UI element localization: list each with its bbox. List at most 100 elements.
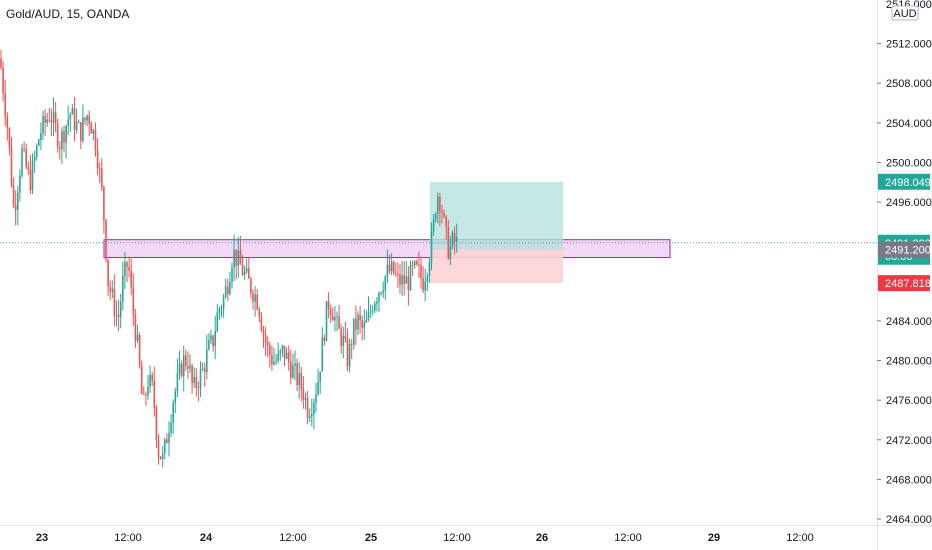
candle-up	[69, 114, 72, 120]
candle-up	[243, 271, 246, 275]
candle-up	[119, 301, 122, 318]
candle-down	[422, 278, 424, 291]
candle-down	[443, 212, 445, 217]
candle-down	[241, 264, 244, 275]
candle-up	[149, 374, 151, 387]
candle-up	[208, 340, 210, 350]
candle-up	[348, 343, 351, 367]
candle-down	[191, 365, 193, 383]
candle-up	[201, 368, 204, 370]
candle-up	[378, 293, 380, 302]
candle-up	[279, 350, 282, 354]
candle-down	[143, 393, 145, 395]
candle-down	[113, 288, 116, 316]
candle-down	[0, 58, 2, 68]
candle-down	[128, 266, 130, 272]
candle-up	[233, 249, 235, 268]
candle-up	[222, 297, 225, 309]
price-tick-label: 2480.000	[886, 356, 932, 368]
candle-up	[376, 301, 378, 304]
candle-down	[355, 318, 357, 330]
candle-down	[4, 93, 6, 117]
candle-down	[399, 274, 401, 285]
price-tick-label: 2512.000	[886, 39, 932, 51]
currency-badge[interactable]	[891, 5, 919, 21]
candle-up	[336, 316, 338, 318]
candle-up	[374, 303, 376, 311]
position-stop-zone[interactable]	[430, 249, 563, 284]
price-tick-label: 2496.000	[886, 197, 932, 209]
candle-down	[258, 309, 261, 318]
candle-down	[185, 355, 187, 366]
candle-up	[245, 268, 248, 272]
candle-up	[319, 371, 321, 383]
candle-up	[342, 335, 345, 346]
candle-up	[365, 319, 368, 323]
candle-up	[199, 369, 202, 389]
candle-up	[224, 286, 227, 298]
candle-down	[252, 293, 254, 302]
candle-up	[390, 261, 393, 272]
candle-up	[71, 108, 74, 115]
candle-up	[218, 309, 221, 313]
candle-up	[386, 264, 389, 277]
candle-up	[432, 219, 435, 232]
candle-down	[73, 108, 76, 131]
candle-up	[367, 312, 370, 320]
candle-up	[210, 335, 212, 341]
candle-down	[453, 232, 456, 242]
time-axis-label: 25	[365, 532, 377, 544]
candle-up	[413, 261, 416, 266]
candle-up	[380, 292, 382, 294]
candle-up	[61, 131, 63, 149]
candle-up	[304, 398, 307, 400]
price-tick-label: 2504.000	[886, 118, 932, 130]
candle-up	[92, 130, 95, 134]
candle-down	[157, 440, 160, 457]
candle-up	[231, 267, 233, 282]
candle-down	[416, 261, 418, 265]
candle-down	[227, 286, 229, 294]
candle-down	[94, 130, 97, 151]
symbol-title: Gold/AUD, 15, OANDA	[6, 7, 130, 21]
candle-down	[59, 147, 61, 149]
candle-up	[86, 115, 88, 121]
candle-down	[359, 314, 361, 321]
candle-up	[294, 363, 296, 366]
candle-up	[147, 386, 149, 396]
candle-up	[384, 276, 387, 291]
candle-down	[151, 374, 153, 381]
candle-up	[111, 288, 114, 292]
candle-up	[164, 439, 166, 454]
candle-down	[54, 112, 57, 124]
candle-up	[19, 175, 21, 193]
candle-up	[298, 373, 300, 386]
candle-down	[166, 439, 168, 443]
candle-down	[84, 117, 86, 121]
candle-down	[155, 407, 158, 441]
candle-down	[126, 262, 128, 267]
candle-up	[451, 232, 454, 247]
candle-down	[2, 67, 4, 94]
price-tick-label: 2464.000	[886, 514, 932, 526]
stop-price-badge-label: 2487.818	[885, 278, 931, 290]
candle-up	[334, 317, 336, 321]
candle-up	[229, 281, 231, 294]
candle-up	[176, 373, 179, 392]
candle-down	[145, 394, 147, 396]
candle-down	[346, 339, 349, 367]
candle-down	[420, 264, 422, 279]
candle-down	[90, 123, 93, 134]
candle-up	[285, 352, 288, 359]
price-tick-label: 2472.000	[886, 435, 932, 447]
candle-down	[138, 335, 141, 366]
candle-down	[306, 398, 309, 419]
candle-up	[124, 262, 126, 277]
candle-up	[172, 403, 174, 423]
candle-down	[48, 119, 51, 121]
candle-down	[134, 314, 137, 341]
candle-up	[38, 139, 40, 146]
candle-down	[109, 286, 111, 292]
candle-down	[447, 226, 450, 259]
